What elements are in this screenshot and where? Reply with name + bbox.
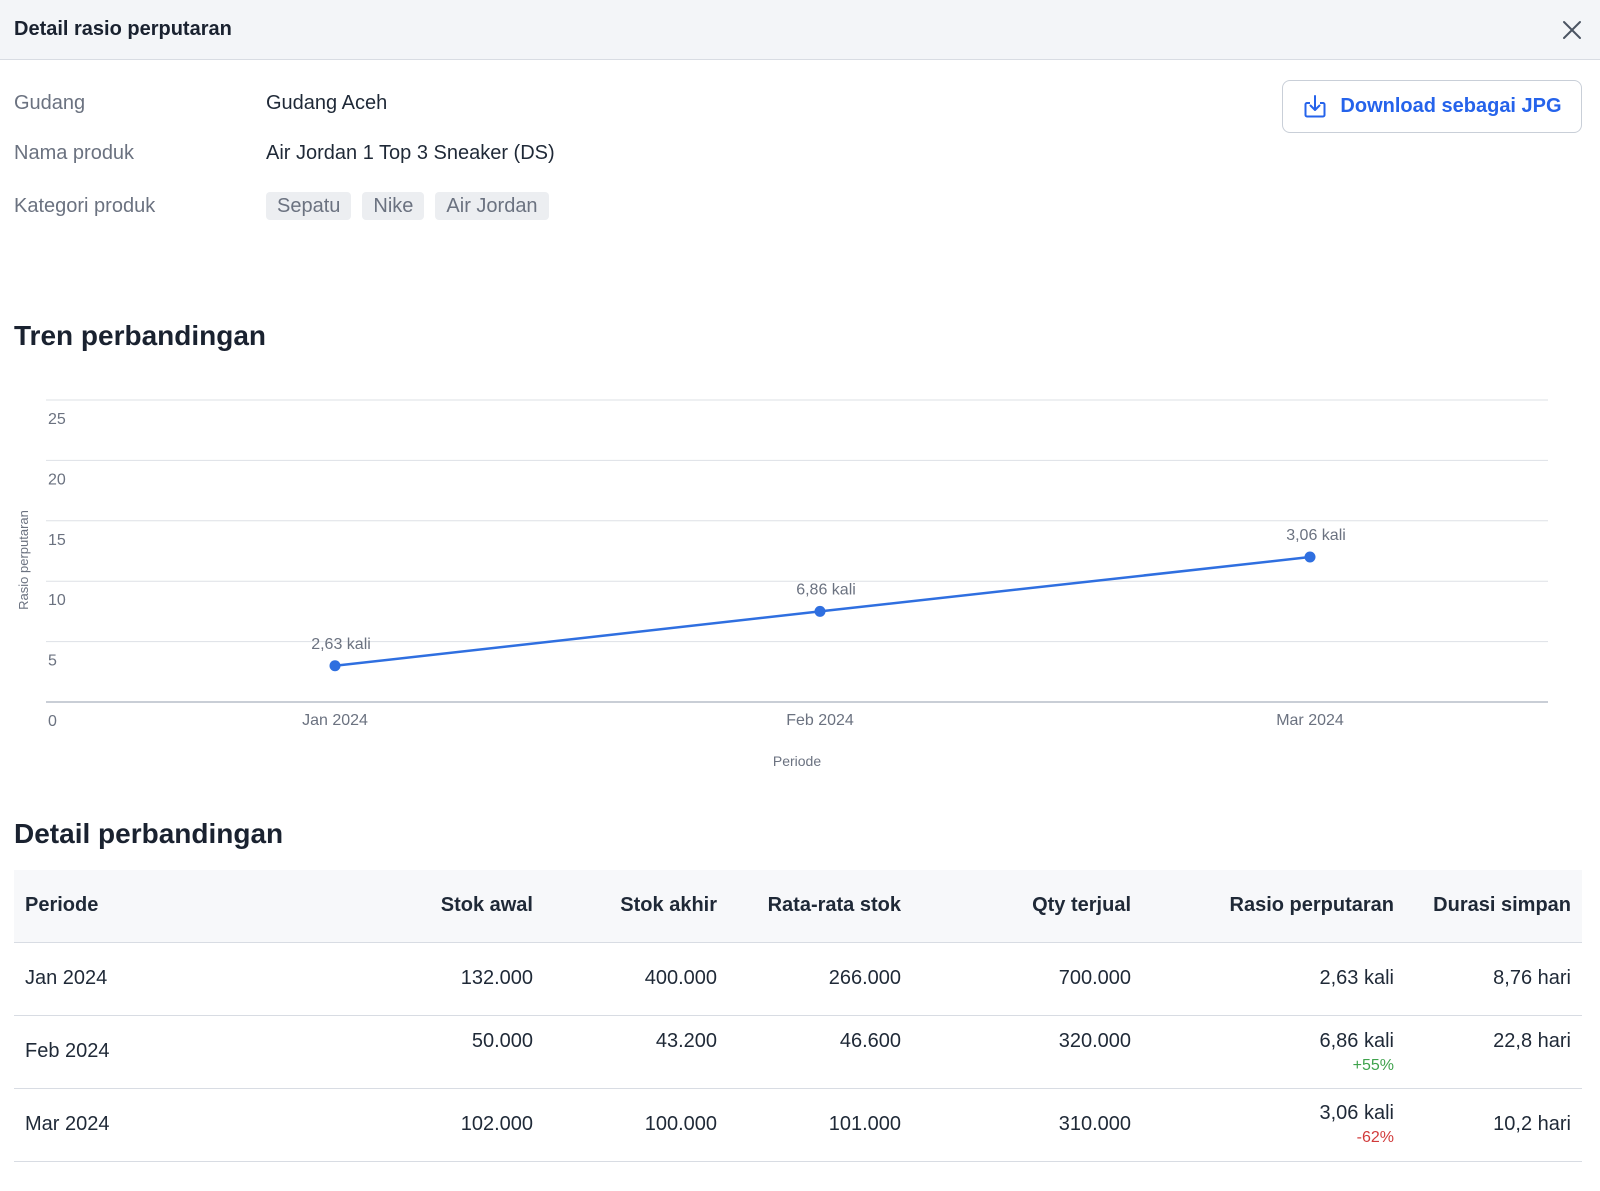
y-tick-label: 20 (48, 471, 66, 488)
category-tags: Sepatu Nike Air Jordan (266, 192, 549, 220)
cell-stok-awal: 50.000 (294, 1015, 544, 1089)
category-tag: Nike (362, 192, 425, 220)
data-label: 2,63 kali (311, 636, 371, 653)
table-row: Mar 2024 102.000 100.000 101.000 310.000… (14, 1088, 1582, 1162)
rasio-value: 3,06 kali (1319, 1102, 1395, 1124)
x-tick-label: Mar 2024 (1276, 712, 1344, 729)
category-tag: Air Jordan (435, 192, 549, 220)
data-point (814, 605, 826, 617)
col-stok-awal: Stok awal (294, 870, 544, 943)
rasio-value: 6,86 kali (1319, 1029, 1395, 1052)
col-stok-akhir: Stok akhir (544, 870, 728, 943)
cell-qty-terjual: 700.000 (912, 942, 1142, 1016)
trend-chart: 0 5 10 15 20 25 Jan 2024 Feb 2024 Mar 2024 Rasi… (0, 380, 1600, 780)
cell-rata-rata-stok: 266.000 (728, 942, 912, 1016)
cell-periode: Mar 2024 (14, 1088, 294, 1162)
data-label: 3,06 kali (1286, 527, 1346, 544)
y-tick-label: 10 (48, 592, 66, 609)
trend-chart-svg: 0 5 10 15 20 25 Jan 2024 Feb 2024 Mar 2024 Rasi… (16, 399, 1548, 769)
download-jpg-button[interactable]: Download sebagai JPG (1282, 80, 1582, 133)
cell-qty-terjual: 320.000 (912, 1015, 1142, 1089)
cell-durasi-simpan: 10,2 hari (1405, 1088, 1582, 1162)
table-header-row: Periode Stok awal Stok akhir Rata-rata s… (14, 870, 1582, 943)
cell-rata-rata-stok: 46.600 (728, 1015, 912, 1089)
cell-periode: Jan 2024 (14, 942, 294, 1016)
cell-periode: Feb 2024 (14, 1015, 294, 1089)
warehouse-value: Gudang Aceh (266, 92, 388, 114)
close-icon (1563, 20, 1581, 39)
x-axis-label: Periode (773, 753, 821, 769)
category-row: Kategori produk Sepatu Nike Air Jordan (14, 192, 549, 220)
category-label: Kategori produk (14, 194, 156, 217)
detail-table: Periode Stok awal Stok akhir Rata-rata s… (14, 870, 1582, 1162)
y-tick-label: 5 (48, 653, 57, 670)
warehouse-label: Gudang (14, 92, 86, 114)
cell-rasio-perputaran: 2,63 kali (1142, 942, 1405, 1016)
cell-stok-awal: 132.000 (294, 942, 544, 1016)
col-qty-terjual: Qty terjual (912, 870, 1142, 943)
cell-rasio-perputaran: 6,86 kali +55% (1142, 1015, 1405, 1089)
col-durasi-simpan: Durasi simpan (1405, 870, 1582, 943)
cell-durasi-simpan: 22,8 hari (1405, 1015, 1582, 1089)
col-periode: Periode (14, 870, 294, 943)
cell-stok-akhir: 43.200 (544, 1015, 728, 1089)
trend-title: Tren perbandingan (14, 320, 267, 351)
cell-rasio-perputaran: 3,06 kali -62% (1142, 1088, 1405, 1162)
cell-stok-awal: 102.000 (294, 1088, 544, 1162)
cell-stok-akhir: 100.000 (544, 1088, 728, 1162)
rasio-change-negative: -62% (1356, 1129, 1394, 1146)
product-row: Nama produk Air Jordan 1 Top 3 Sneaker (… (14, 142, 555, 165)
modal-header: Detail rasio perputaran (0, 0, 1600, 60)
cell-rata-rata-stok: 101.000 (728, 1088, 912, 1162)
data-point (1304, 551, 1316, 563)
table-row: Feb 2024 50.000 43.200 46.600 320.000 6,… (14, 1015, 1582, 1089)
cell-stok-akhir: 400.000 (544, 942, 728, 1016)
product-info: Gudang Gudang Aceh Nama produk Air Jorda… (0, 60, 1600, 300)
warehouse-row: Gudang Gudang Aceh (14, 92, 387, 115)
category-tag: Sepatu (266, 192, 352, 220)
cell-qty-terjual: 310.000 (912, 1088, 1142, 1162)
download-icon (1304, 94, 1326, 117)
close-button[interactable] (1558, 16, 1586, 44)
product-label: Nama produk (14, 142, 135, 164)
col-rasio-perputaran: Rasio perputaran (1142, 870, 1405, 943)
y-tick-label: 15 (48, 532, 66, 549)
y-tick-label: 0 (48, 713, 57, 730)
col-rata-rata-stok: Rata-rata stok (728, 870, 912, 943)
rasio-change-positive: +55% (1352, 1056, 1394, 1074)
download-label: Download sebagai JPG (1340, 95, 1562, 117)
x-tick-label: Jan 2024 (302, 712, 368, 729)
product-value: Air Jordan 1 Top 3 Sneaker (DS) (266, 142, 555, 164)
table-row: Jan 2024 132.000 400.000 266.000 700.000… (14, 942, 1582, 1016)
data-point (329, 660, 341, 672)
detail-title: Detail perbandingan (14, 818, 284, 849)
modal-title: Detail rasio perputaran (14, 18, 232, 40)
y-tick-label: 25 (48, 411, 66, 428)
y-axis-label: Rasio perputaran (16, 510, 31, 610)
rasio-value: 2,63 kali (1319, 967, 1395, 989)
cell-durasi-simpan: 8,76 hari (1405, 942, 1582, 1016)
data-label: 6,86 kali (796, 581, 856, 598)
x-tick-label: Feb 2024 (786, 712, 854, 729)
